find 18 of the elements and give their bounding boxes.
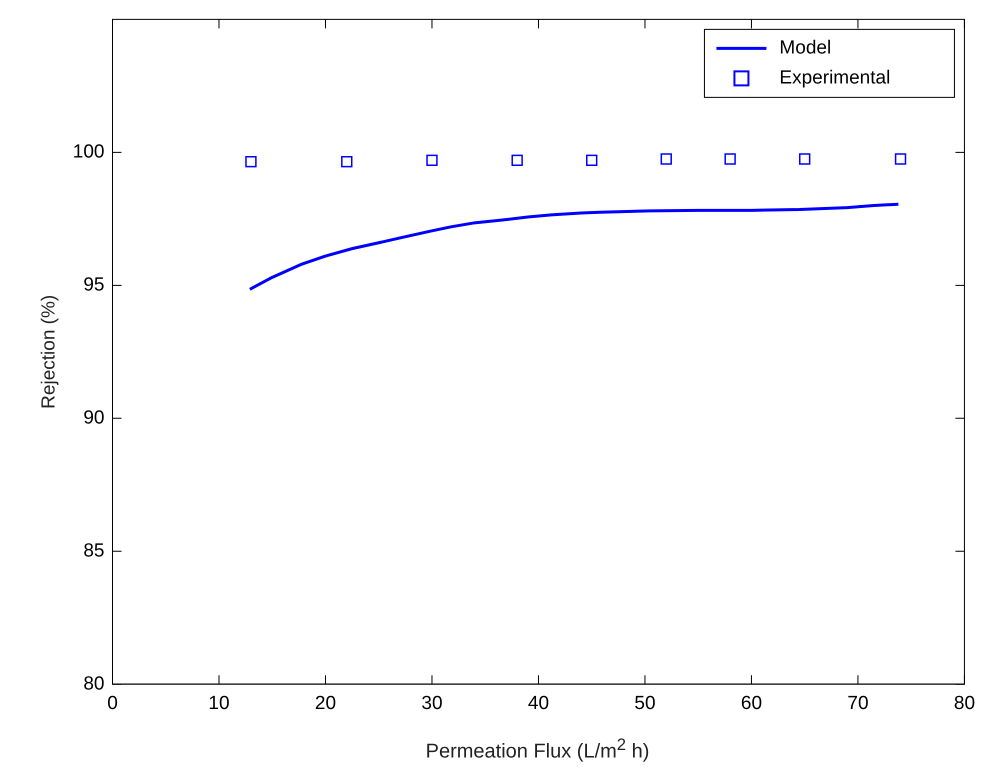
y-axis-title: Rejection (%) — [38, 294, 60, 409]
x-tick-label: 70 — [847, 692, 869, 714]
legend-label: Model — [779, 38, 832, 59]
y-tick-label: 90 — [83, 408, 104, 429]
x-tick-label: 60 — [740, 692, 762, 714]
x-tick-label: 50 — [634, 692, 656, 714]
x-tick-label: 10 — [208, 692, 230, 714]
x-tick-label: 30 — [421, 692, 443, 714]
y-tick-label: 85 — [83, 540, 104, 562]
y-tick-label: 100 — [72, 142, 104, 163]
x-axis-title: Permeation Flux (L/m$^{2}$ h) — [424, 735, 650, 764]
legend-label: Experimental — [779, 68, 890, 89]
x-tick-label: 40 — [528, 692, 550, 714]
x-tick-label: 80 — [954, 692, 976, 714]
x-tick-label: 20 — [314, 692, 336, 714]
y-tick-label: 80 — [83, 673, 104, 694]
x-tick-label: 0 — [107, 692, 118, 714]
y-tick-label: 95 — [83, 274, 104, 296]
